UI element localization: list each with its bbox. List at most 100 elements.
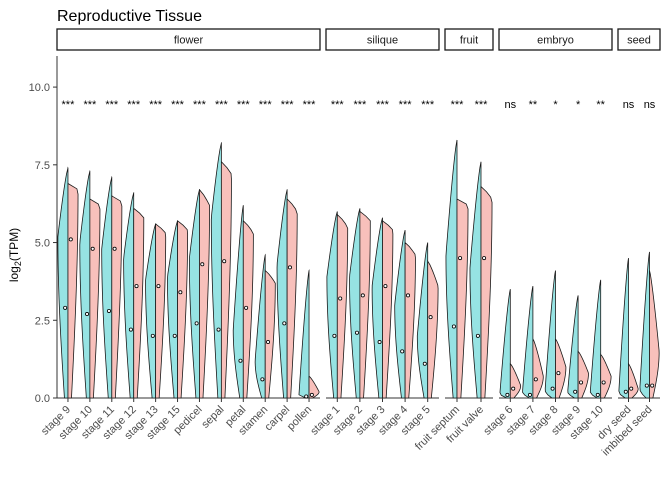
facet-strip: [56, 28, 321, 51]
median-point-left: [172, 333, 177, 338]
violin-group: ***fruit septum: [413, 99, 469, 453]
median-point-right: [200, 262, 205, 267]
violin-right-half: [555, 338, 567, 399]
violin-right-half: [199, 189, 210, 399]
violin-right-half: [359, 210, 371, 399]
significance-label: *: [576, 99, 581, 111]
facet-strip-label: embryo: [537, 35, 574, 47]
chart-title: Reproductive Tissue: [57, 8, 202, 25]
median-point-right: [178, 290, 183, 295]
y-axis-label: log2(TPM): [7, 228, 23, 282]
violin-left-half: [167, 220, 178, 399]
significance-label: ns: [623, 99, 635, 111]
violin-left-half: [298, 269, 310, 399]
violin-right-half: [67, 182, 79, 399]
median-point-right: [90, 246, 95, 251]
median-point-right: [533, 377, 538, 382]
facet-strip-label: silique: [367, 35, 398, 47]
median-point-right: [601, 380, 606, 385]
median-point-left: [354, 330, 359, 335]
violin-right-half: [532, 338, 544, 399]
median-point-left: [573, 389, 578, 394]
significance-label: ***: [475, 99, 489, 111]
violin-group: ***stage 9: [39, 99, 79, 438]
violin-right-half: [649, 270, 660, 399]
median-point-right: [579, 380, 584, 385]
violin-left-half: [188, 188, 201, 399]
median-point-right: [287, 265, 292, 270]
significance-label: ***: [376, 99, 390, 111]
significance-label: ***: [215, 99, 229, 111]
violin-right-half: [155, 223, 167, 399]
median-point-left: [451, 324, 456, 329]
facet-strip: [498, 28, 613, 51]
significance-label: ***: [451, 99, 465, 111]
significance-label: ***: [171, 99, 185, 111]
violin-right-half: [308, 375, 320, 399]
y-tick-label: 2.5: [35, 315, 50, 327]
violin-left-half: [499, 289, 511, 399]
significance-label: **: [596, 99, 605, 111]
median-point-left: [644, 383, 649, 388]
median-point-left: [377, 340, 382, 345]
significance-label: ***: [331, 99, 345, 111]
violin-left-half: [469, 161, 482, 399]
y-tick-label: 5.0: [35, 238, 50, 250]
median-point-left: [332, 333, 337, 338]
median-point-left: [304, 394, 309, 399]
violin-left-half: [123, 192, 135, 399]
y-tick-label: 0.0: [35, 393, 50, 405]
median-point-left: [623, 389, 628, 394]
median-point-right: [428, 315, 433, 320]
violin-left-half: [349, 208, 361, 399]
y-axis-label-sub: 2: [13, 261, 23, 266]
violin-right-half: [480, 185, 493, 399]
violin-right-half: [89, 198, 101, 399]
panel-silique: silique***stage 1***stage 2***stage 3***…: [308, 28, 440, 438]
facet-strip-label: seed: [627, 35, 651, 47]
significance-label: ***: [127, 99, 141, 111]
violin-right-half: [509, 362, 522, 399]
median-point-right: [68, 237, 73, 242]
significance-label: ***: [421, 99, 435, 111]
median-point-right: [650, 383, 655, 388]
significance-label: **: [529, 99, 538, 111]
median-point-left: [216, 327, 221, 332]
facet-strip: [444, 28, 494, 51]
median-point-left: [505, 392, 510, 397]
violin-left-half: [145, 223, 157, 399]
significance-label: ***: [303, 99, 317, 111]
violin-left-half: [57, 166, 69, 399]
violin-left-half: [567, 295, 579, 399]
median-point-right: [266, 340, 271, 345]
median-point-right: [482, 256, 487, 261]
significance-label: ***: [353, 99, 367, 111]
median-point-right: [360, 293, 365, 298]
violin-left-half: [276, 189, 288, 399]
median-point-right: [309, 392, 314, 397]
median-point-left: [282, 321, 287, 326]
violin-left-half: [326, 211, 338, 399]
y-axis: 0.0 2.5 5.0 7.5 10.0: [29, 56, 58, 405]
median-point-right: [244, 305, 249, 310]
violin-left-half: [589, 279, 602, 399]
significance-label: ***: [193, 99, 207, 111]
x-tick-label: carpel: [263, 404, 293, 434]
median-point-left: [260, 377, 265, 382]
facet-strip-label: fruit: [460, 35, 478, 47]
median-point-left: [550, 386, 555, 391]
violin-right-half: [456, 198, 469, 399]
y-axis-label-rest: (TPM): [7, 228, 21, 261]
median-point-left: [150, 333, 155, 338]
violin-left-half: [445, 139, 458, 399]
significance-label: ns: [504, 99, 516, 111]
significance-label: ***: [62, 99, 76, 111]
violin-right-half: [286, 198, 298, 399]
significance-label: ***: [105, 99, 119, 111]
violin-left-half: [639, 251, 650, 399]
median-point-left: [595, 392, 600, 397]
violin-right-half: [336, 213, 349, 399]
panel-flower: flower***stage 9***stage 10***stage 11**…: [39, 28, 321, 442]
